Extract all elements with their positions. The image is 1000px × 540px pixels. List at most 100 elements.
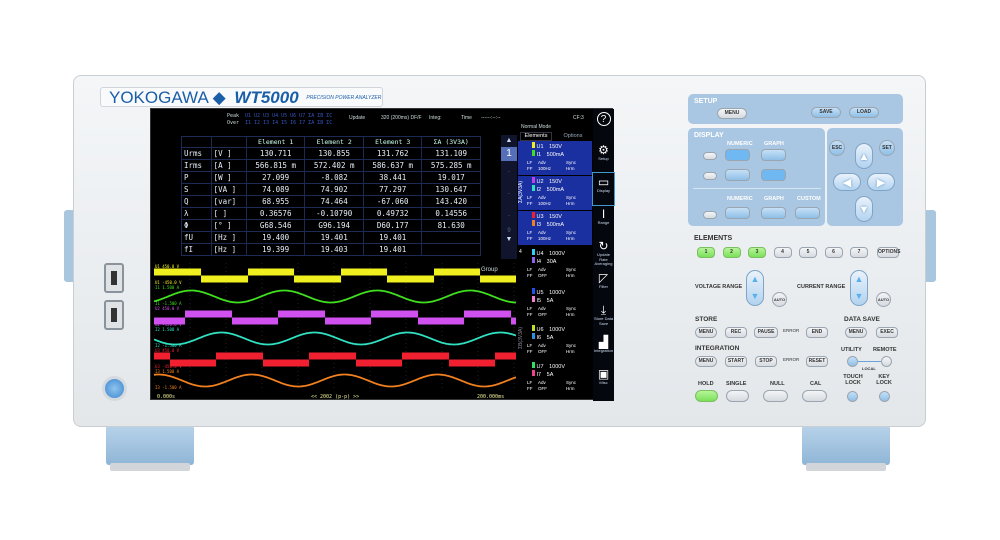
element-key-3[interactable]: 3 — [748, 247, 766, 258]
page-down-icon[interactable]: ▼ — [505, 236, 513, 243]
arrow-left-icon[interactable]: ◀ — [833, 173, 861, 191]
sidebar-filter-button[interactable]: ◸ Filter — [593, 269, 614, 301]
element-key-6[interactable]: 6 — [824, 247, 843, 258]
sidebar-label: Setup — [598, 156, 609, 161]
lf-label: LF — [527, 380, 533, 385]
cell-value: 77.297 — [362, 183, 423, 196]
ff-label: FF — [527, 312, 533, 317]
tab-elements[interactable]: Elements — [520, 132, 552, 141]
element-key-7[interactable]: 7 — [850, 247, 868, 258]
current-range-updown[interactable]: ▲ ▼ — [850, 270, 868, 306]
setup-menu-button[interactable]: MENU — [717, 108, 747, 119]
element-item-u7[interactable]: U7 1000V I7 5A LF FF Adv OFF Sync Hrm — [518, 361, 592, 395]
usb-port-1[interactable] — [104, 263, 124, 293]
numeric-button-1[interactable] — [725, 149, 750, 161]
data-save-menu-button[interactable]: MENU — [845, 327, 867, 338]
element-item-u3[interactable]: U3 150V I3 500mA LF FF Adv 100Hz Sync Hrm — [518, 211, 592, 245]
page-current[interactable]: 1 — [501, 147, 517, 161]
utility-button[interactable] — [847, 356, 858, 367]
current-color-swatch — [532, 257, 535, 263]
sidebar-misc-button[interactable]: ▣ Misc — [593, 365, 614, 397]
page-scrollbar[interactable]: ▲ 1 · · · 9 ▼ — [501, 135, 517, 259]
integration-menu-button[interactable]: MENU — [695, 356, 717, 367]
integ-label: Integ: — [429, 115, 442, 121]
trace-bottom-label: U3 -450.0 V — [155, 364, 182, 369]
page-last[interactable]: 9 — [507, 228, 511, 234]
ff-value: OFF — [538, 349, 547, 354]
graph-button-3[interactable] — [761, 207, 786, 219]
sidebar-integration-button[interactable]: ▟ Integration — [593, 333, 614, 365]
tab-options[interactable]: Options — [563, 133, 583, 139]
store-menu-button[interactable]: MENU — [695, 327, 717, 338]
load-button[interactable]: LOAD — [849, 107, 879, 118]
brand-name: YOKOGAWA — [109, 88, 208, 107]
graph-button-2[interactable] — [761, 169, 786, 181]
sidebar-store-button[interactable]: ⤓ Store Data Save — [593, 301, 614, 333]
ff-value: OFF — [538, 312, 547, 317]
pause-button[interactable]: PAUSE — [754, 327, 778, 338]
element-key-1[interactable]: 1 — [697, 247, 715, 258]
custom-button[interactable] — [795, 207, 820, 219]
numeric-button-2[interactable] — [725, 169, 750, 181]
touch-screen[interactable]: Peak Over U1 U2 U3 U4 U5 U6 U7 ΣA ΣB ΣC … — [150, 108, 615, 401]
table-row: λ[ ] 0.36576 -0.10790 0.49732 0.14556 — [181, 207, 481, 220]
esc-button[interactable]: ESC — [829, 140, 845, 156]
options-button[interactable]: OPTIONS — [877, 247, 901, 258]
help-button[interactable]: ? — [593, 109, 614, 141]
current-auto-button[interactable]: AUTO — [876, 292, 891, 307]
table-row: S [VA ] 74.089 74.902 77.297 130.647 — [181, 183, 481, 196]
sidebar-display-button[interactable]: ▭ Display — [592, 172, 615, 206]
sync-label: Sync — [566, 160, 577, 165]
rec-button[interactable]: REC — [725, 327, 747, 338]
element-item-u6[interactable]: U6 1000V I6 5A LF FF Adv OFF Sync Hrm — [518, 324, 592, 358]
col-header — [181, 136, 212, 148]
sidebar-update-button[interactable]: ↻ Update Rate Averaging — [593, 237, 614, 269]
start-button[interactable]: START — [725, 356, 747, 367]
element-key-5[interactable]: 5 — [799, 247, 817, 258]
element-item-u4[interactable]: U4 1000V I4 30A LF FF Adv OFF Sync Hrm — [518, 248, 592, 282]
arrow-up-icon[interactable]: ▲ — [855, 143, 873, 169]
hold-button[interactable] — [695, 390, 718, 402]
voltage-auto-button[interactable]: AUTO — [772, 292, 787, 307]
element-item-u5[interactable]: U5 1000V I5 5A LF FF Adv OFF Sync Hrm — [518, 287, 592, 321]
reset-button[interactable]: RESET — [806, 356, 828, 367]
element-key-4[interactable]: 4 — [773, 247, 792, 258]
cell-value: 0.14556 — [421, 207, 481, 220]
page-up-icon[interactable]: ▲ — [505, 137, 513, 144]
touch-lock-button[interactable] — [847, 391, 858, 402]
element-item-u1[interactable]: U1 150V I1 500mA LF FF Adv 100Hz Sync Hrm — [518, 141, 592, 175]
voltage-channel: U4 — [536, 251, 544, 257]
arrow-right-icon[interactable]: ▶ — [867, 173, 895, 191]
arrow-down-icon[interactable]: ▼ — [855, 196, 873, 222]
sidebar-range-button[interactable]: I Range — [593, 205, 614, 237]
cal-button[interactable] — [802, 390, 827, 402]
save-button[interactable]: SAVE — [811, 107, 841, 118]
sidebar-setup-button[interactable]: ⚙ Setup — [593, 141, 614, 173]
remote-indicator — [881, 356, 892, 367]
exec-button[interactable]: EXEC — [876, 327, 898, 338]
current-channel: I3 — [536, 222, 542, 228]
peak-indicators: U1 U2 U3 U4 U5 U6 U7 ΣA ΣB ΣC — [245, 113, 333, 119]
numeric-button-3[interactable] — [725, 207, 750, 219]
graph-button-1[interactable] — [761, 149, 786, 161]
element-key-2[interactable]: 2 — [722, 247, 741, 258]
voltage-range-updown[interactable]: ▲ ▼ — [746, 270, 764, 306]
hrm-label: Hrm — [566, 273, 575, 278]
trace-i2 — [154, 331, 516, 346]
usb-port-2[interactable] — [104, 300, 124, 330]
cell-value: 0.49732 — [362, 207, 423, 220]
key-lock-label: KEY LOCK — [876, 374, 892, 386]
current-channel: I6 — [536, 335, 542, 341]
element-item-u2[interactable]: U2 150V I2 500mA LF FF Adv 100Hz Sync Hrm — [518, 176, 592, 210]
key-lock-button[interactable] — [879, 391, 890, 402]
current-channel: I1 — [536, 152, 542, 158]
end-button[interactable]: END — [806, 327, 828, 338]
stop-button[interactable]: STOP — [755, 356, 777, 367]
set-button[interactable]: SET — [879, 140, 895, 156]
null-button[interactable] — [763, 390, 788, 402]
trace-i3 — [154, 373, 516, 388]
power-button[interactable] — [102, 376, 127, 401]
sidebar-label: Integration — [594, 348, 613, 353]
single-button[interactable] — [726, 390, 749, 402]
row-unit: [A ] — [210, 159, 247, 172]
